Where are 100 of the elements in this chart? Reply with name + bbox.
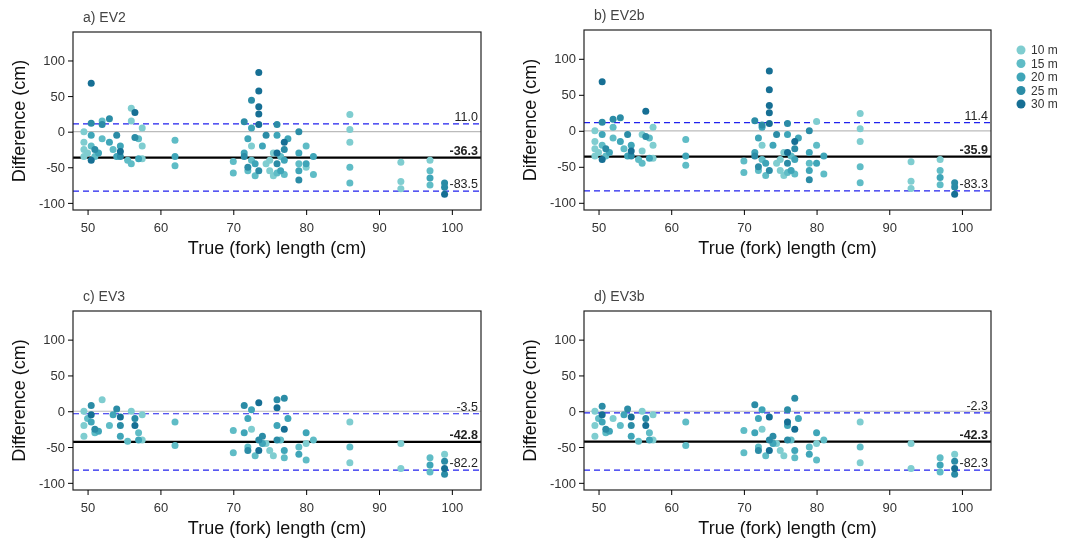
- y-tick-label: 100: [554, 332, 576, 348]
- x-tick-label: 80: [809, 500, 825, 516]
- y-tick-label: 50: [561, 87, 576, 103]
- point: [441, 470, 449, 478]
- point: [280, 145, 288, 153]
- point: [642, 414, 650, 422]
- point: [131, 108, 139, 116]
- x-tick-label: 80: [809, 220, 825, 236]
- point: [907, 465, 915, 473]
- point: [266, 447, 274, 455]
- point: [627, 413, 635, 421]
- point: [426, 156, 434, 164]
- point: [248, 124, 255, 132]
- point: [936, 166, 944, 174]
- point: [609, 123, 617, 131]
- point: [794, 414, 802, 422]
- x-axis-title: True (fork) length (cm): [698, 518, 877, 538]
- point: [113, 405, 121, 413]
- point: [776, 166, 784, 174]
- point: [131, 133, 139, 141]
- point: [649, 123, 657, 131]
- point: [251, 452, 259, 460]
- y-tick-label: -100: [549, 475, 576, 491]
- point: [591, 127, 599, 135]
- point: [951, 470, 959, 478]
- point: [426, 181, 434, 189]
- point: [255, 69, 263, 77]
- point: [813, 429, 821, 437]
- point: [397, 178, 405, 186]
- point: [627, 422, 635, 430]
- point: [98, 135, 106, 143]
- point: [591, 432, 599, 440]
- point: [805, 450, 813, 458]
- point: [280, 394, 288, 402]
- point: [765, 102, 773, 110]
- point: [598, 402, 606, 410]
- point: [951, 190, 959, 198]
- point: [426, 454, 434, 462]
- y-tick-label: 50: [50, 368, 65, 384]
- point: [255, 399, 263, 407]
- ref-line-label: -2.3: [966, 398, 989, 413]
- point: [754, 414, 762, 422]
- ref-line-label: -36.3: [449, 143, 479, 158]
- y-tick-label: 0: [568, 403, 576, 419]
- point: [682, 418, 690, 426]
- x-tick-label: 100: [441, 220, 464, 236]
- point: [397, 439, 405, 447]
- point: [309, 170, 317, 178]
- point: [616, 114, 624, 122]
- point: [346, 126, 354, 134]
- point: [765, 120, 773, 128]
- point: [80, 138, 88, 146]
- point: [262, 131, 270, 139]
- point: [784, 120, 791, 128]
- point: [273, 160, 281, 168]
- point: [758, 406, 766, 414]
- point: [397, 158, 405, 166]
- point: [426, 461, 434, 469]
- point: [791, 156, 799, 164]
- point: [280, 425, 288, 433]
- point: [813, 456, 821, 464]
- point: [295, 149, 303, 157]
- point: [251, 160, 259, 168]
- point: [856, 110, 864, 118]
- point: [124, 437, 132, 445]
- point: [280, 138, 288, 146]
- point: [346, 459, 354, 467]
- point: [273, 149, 281, 157]
- x-tick-label: 70: [226, 220, 242, 236]
- legend-label: 15 m: [1031, 56, 1058, 71]
- point: [598, 418, 606, 426]
- point: [295, 160, 303, 168]
- y-tick-label: -100: [38, 475, 65, 491]
- point: [620, 411, 628, 419]
- x-tick-label: 90: [882, 500, 897, 516]
- x-tick-label: 90: [372, 220, 387, 236]
- point: [765, 109, 773, 117]
- y-tick-label: -50: [46, 159, 65, 175]
- x-tick-label: 50: [591, 220, 607, 236]
- legend-label: 25 m: [1031, 83, 1058, 98]
- point: [255, 87, 263, 95]
- point: [791, 145, 799, 153]
- point: [751, 152, 759, 160]
- point: [813, 117, 821, 125]
- point: [805, 176, 813, 184]
- point: [240, 153, 248, 161]
- point: [740, 449, 748, 457]
- point: [627, 432, 635, 440]
- point: [441, 450, 449, 458]
- point: [645, 154, 653, 162]
- point: [951, 450, 959, 458]
- point: [813, 159, 821, 167]
- x-tick-label: 50: [80, 220, 96, 236]
- point: [638, 407, 646, 415]
- point: [302, 456, 310, 464]
- point: [635, 437, 643, 445]
- point: [907, 177, 915, 185]
- point: [642, 422, 650, 430]
- point: [87, 79, 95, 87]
- point: [784, 406, 791, 414]
